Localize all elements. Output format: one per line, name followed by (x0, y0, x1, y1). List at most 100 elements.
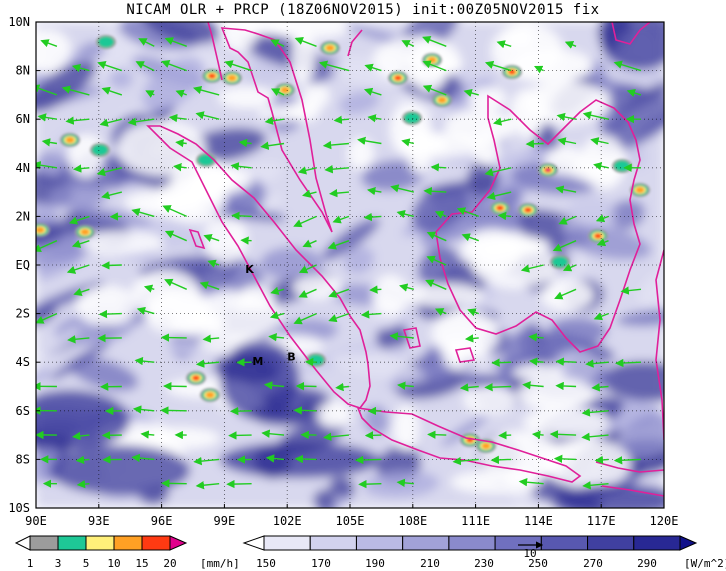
wind-vector (390, 184, 415, 193)
wind-vector (175, 138, 187, 148)
precip-cell (538, 163, 558, 177)
wind-vector (464, 334, 479, 343)
wind-vector (101, 261, 122, 270)
lat-tick-label: 10N (8, 15, 30, 29)
wind-vector (557, 137, 577, 146)
station-marker-k: K (245, 263, 254, 276)
olr-patch (625, 144, 648, 170)
coastline-sulawesi (655, 249, 664, 441)
wind-vector (293, 406, 317, 415)
olr-patch (638, 264, 664, 306)
olr-colorbar-segment (309, 535, 357, 551)
lat-tick-label: 6N (16, 112, 30, 126)
wind-vector (363, 87, 382, 96)
wind-vector (297, 166, 317, 175)
olr-clear-patch (461, 228, 523, 273)
wind-vector (531, 430, 544, 439)
wind-vector (556, 112, 577, 122)
prcp-colorbar-unit: [mm/h] (200, 557, 240, 570)
wind-vector (491, 358, 512, 367)
olr-colorbar-segment (587, 535, 635, 551)
station-marker-m: M (252, 355, 263, 368)
wind-vector (358, 479, 382, 489)
precip-cell (36, 223, 50, 237)
wind-vector (493, 117, 512, 126)
wind-vector (459, 383, 479, 392)
lat-tick-label: 4S (16, 355, 30, 369)
wind-vector (269, 311, 285, 320)
precip-cell (320, 41, 340, 55)
lon-tick-label: 114E (524, 514, 553, 528)
lon-tick-label: 90E (25, 514, 47, 528)
wind-vector (73, 288, 90, 297)
wind-vector (230, 162, 252, 171)
wind-vector (360, 310, 382, 319)
olr-clear-patch (540, 279, 595, 311)
olr-clear-patch (491, 23, 563, 79)
olr-patch (600, 361, 664, 402)
wind-vector (456, 207, 479, 218)
wind-vector (467, 308, 479, 317)
precip-cell (518, 203, 538, 217)
wind-vector (263, 381, 285, 390)
wind-vector (582, 111, 609, 120)
wind-vector (525, 139, 544, 149)
olr-colorbar-segment (402, 535, 450, 551)
wind-vector (138, 38, 155, 47)
prcp-colorbar-segment (113, 535, 143, 551)
olr-patch (141, 22, 220, 44)
wind-vector (594, 455, 609, 465)
coastline-lesser-sunda (595, 461, 664, 497)
wind-vector (562, 263, 577, 272)
wind-vector (367, 114, 382, 123)
olr-clear-patch (468, 86, 507, 111)
coastline-philippines (611, 22, 651, 45)
wind-vector (66, 264, 90, 274)
olr-colorbar-segment (540, 535, 589, 551)
wind-vector (36, 240, 58, 252)
wind-vector (422, 84, 447, 96)
lon-tick-label: 117E (587, 514, 616, 528)
wind-vector (193, 456, 220, 466)
olr-patch (616, 308, 664, 327)
olr-colorbar: 150 170 190 210 230 250 270 290 [W/m^2] 10 (242, 535, 726, 570)
wind-vector (41, 138, 58, 147)
lat-tick-label: 2N (16, 209, 30, 223)
wind-vector (422, 60, 447, 72)
olr-clear-patch (542, 439, 632, 489)
prcp-colorbar-label: 1 (27, 557, 34, 570)
wind-vector (164, 37, 187, 47)
reference-vector-label: 10 (523, 547, 536, 560)
olr-deep-cloud (560, 484, 664, 508)
olr-patch (411, 182, 468, 233)
wind-vector (434, 308, 447, 316)
wind-vector (369, 285, 382, 294)
wind-vector (520, 264, 544, 273)
wind-vector (591, 383, 609, 392)
prcp-colorbar-segment (57, 535, 87, 551)
olr-clear-patch (80, 230, 164, 256)
lon-tick-label: 93E (88, 514, 110, 528)
wind-vector (553, 454, 577, 464)
wind-vector (615, 358, 642, 368)
wind-vector (293, 215, 317, 228)
wind-vector (145, 90, 155, 98)
station-markers: K M B (245, 263, 295, 368)
wind-vector (322, 140, 350, 150)
prcp-colorbar-label: 5 (83, 557, 90, 570)
wind-vector (613, 456, 642, 465)
wind-vector (332, 215, 350, 224)
olr-patch (562, 225, 652, 260)
olr-patch (36, 201, 59, 226)
wind-vector (192, 85, 220, 96)
wind-vector (270, 39, 285, 47)
precip-cell (490, 201, 510, 215)
wind-vector (426, 231, 447, 242)
lat-tick-label: 10S (8, 501, 30, 515)
wind-vector (327, 240, 350, 250)
olr-patch (328, 476, 355, 498)
wind-vector (484, 60, 512, 72)
olr-patch (339, 90, 380, 115)
wind-vector (335, 382, 350, 392)
olr-patch (239, 69, 277, 85)
